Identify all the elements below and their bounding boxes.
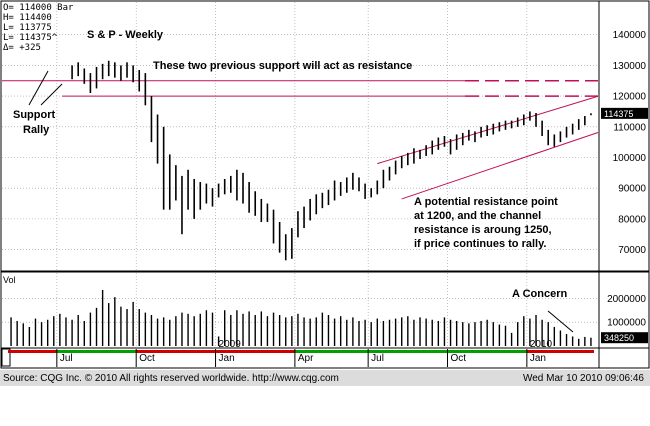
resistance-lines <box>2 79 598 97</box>
chart-title: S & P - Weekly <box>87 29 164 41</box>
price-tick-label: 80000 <box>618 214 646 225</box>
channel-note-line-2: at 1200, and the channel <box>414 210 541 222</box>
footer-bar: Source: CQG Inc. © 2010 All rights reser… <box>0 370 650 386</box>
volume-tick-label: 1000000 <box>607 318 646 329</box>
price-tick-label: 130000 <box>613 61 647 72</box>
time-period-band <box>56 350 137 353</box>
time-axis-label: Oct <box>139 353 155 364</box>
price-tick-label: 100000 <box>613 153 647 164</box>
price-axis-panel <box>598 0 650 272</box>
time-period-band <box>447 350 527 353</box>
volume-bars <box>10 289 592 346</box>
time-period-band <box>215 350 295 353</box>
support-label: Support <box>13 109 55 121</box>
time-axis: Jul Oct Jan Apr Jul Oct Jan 2009 2010 <box>0 339 650 369</box>
time-axis-label: Jul <box>60 353 73 364</box>
time-axis-right-box <box>598 347 650 369</box>
time-period-bands <box>8 350 594 353</box>
support-pointer-line <box>28 70 49 106</box>
time-axis-year-label: 2010 <box>530 339 553 350</box>
channel-note: A potential resistance point at 1200, an… <box>414 196 558 250</box>
price-tick-label: 110000 <box>613 122 646 133</box>
time-period-band <box>136 350 216 353</box>
time-axis-year-label: 2009 <box>219 339 242 350</box>
last-volume-label: 348250 <box>604 333 634 343</box>
time-period-band <box>526 350 594 353</box>
rally-label: Rally <box>23 124 50 136</box>
price-tick-label: 70000 <box>618 245 646 256</box>
price-bars <box>71 60 592 261</box>
time-axis-label: Apr <box>298 353 314 364</box>
price-tick-label: 90000 <box>618 184 646 195</box>
price-tick-label: 140000 <box>613 30 647 41</box>
last-volume-box <box>601 332 648 344</box>
volume-label: Vol <box>3 275 16 285</box>
ohlc-high: H= 114400 <box>3 13 52 23</box>
time-axis-label: Oct <box>451 353 467 364</box>
footer-source: Source: CQG Inc. © 2010 All rights reser… <box>3 373 339 384</box>
ohlc-low: L= 113775 <box>3 23 52 33</box>
ohlc-last: L= 114375^ <box>3 33 58 43</box>
concern-pointer-line <box>547 310 574 333</box>
time-axis-label: Jan <box>219 353 235 364</box>
ohlc-change: Δ= +325 <box>3 43 41 53</box>
time-axis-label: Jan <box>530 353 546 364</box>
channel-note-line-3: resistance is aroung 1250, <box>414 224 552 236</box>
last-price-marker: 114375 <box>601 107 648 119</box>
time-period-band <box>368 350 448 353</box>
time-period-band <box>294 350 369 353</box>
time-axis-label: Jul <box>371 353 384 364</box>
concern-label: A Concern <box>512 288 567 300</box>
ohlc-readout: O= 114000 Bar H= 114400 L= 113775 L= 114… <box>3 3 74 53</box>
footer-timestamp: Wed Mar 10 2010 09:06:46 <box>522 373 644 384</box>
price-axis-ticks: 70000 80000 90000 100000 110000 120000 130000 1… <box>613 30 647 256</box>
last-price-box <box>601 107 648 119</box>
channel-note-line-4: if price continues to rally. <box>414 238 546 250</box>
rally-pointer-line <box>40 83 63 106</box>
support-rally-annotation: Support Rally <box>13 70 63 136</box>
sp-weekly-chart: 70000 80000 90000 100000 110000 120000 130000 1… <box>0 0 650 369</box>
volume-axis-ticks: 1000000 2000000 <box>607 294 646 329</box>
channel-lower-line <box>401 132 599 200</box>
resistance-note: These two previous support will act as r… <box>153 60 412 72</box>
last-price-label: 114375 <box>604 109 633 119</box>
ohlc-open: O= 114000 Bar <box>3 3 74 13</box>
last-volume-marker: 348250 <box>601 332 648 344</box>
price-panel <box>0 0 600 272</box>
time-axis-labels: Jul Oct Jan Apr Jul Oct Jan 2009 2010 <box>56 339 553 367</box>
time-period-band <box>8 350 57 353</box>
channel-note-line-1: A potential resistance point <box>414 196 558 208</box>
price-tick-label: 120000 <box>613 92 647 103</box>
scroll-left-marker[interactable] <box>1 348 11 367</box>
volume-tick-label: 2000000 <box>607 294 646 305</box>
